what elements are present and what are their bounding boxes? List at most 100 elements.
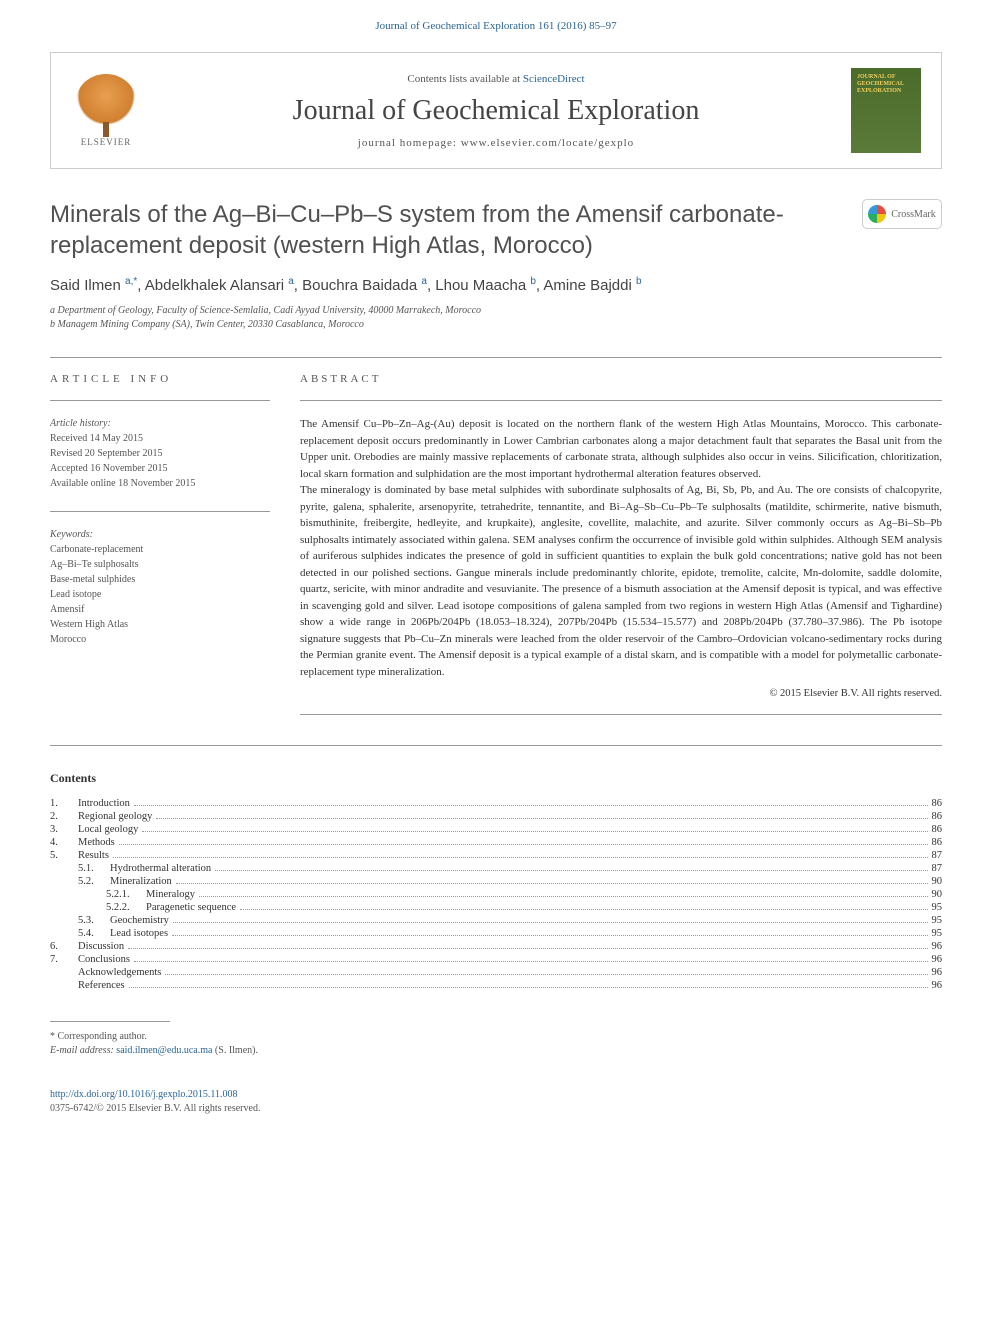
toc-number: 4. bbox=[50, 837, 78, 848]
email-suffix: (S. Ilmen). bbox=[212, 1045, 258, 1056]
toc-row[interactable]: 5.4.Lead isotopes 95 bbox=[50, 928, 942, 939]
article-title: Minerals of the Ag–Bi–Cu–Pb–S system fro… bbox=[50, 199, 942, 261]
affiliation-b: b Managem Mining Company (SA), Twin Cent… bbox=[50, 318, 942, 332]
history-revised: Revised 20 September 2015 bbox=[50, 446, 270, 461]
toc-dots bbox=[134, 805, 928, 806]
toc-number: 7. bbox=[50, 954, 78, 965]
toc-page: 95 bbox=[932, 902, 943, 913]
toc-row[interactable]: 4.Methods 86 bbox=[50, 837, 942, 848]
toc-number: 5.2. bbox=[78, 876, 110, 887]
toc-label: Hydrothermal alteration bbox=[110, 863, 211, 874]
toc-number: 1. bbox=[50, 798, 78, 809]
contents-available: Contents lists available at ScienceDirec… bbox=[141, 73, 851, 85]
toc-label: Conclusions bbox=[78, 954, 130, 965]
toc-dots bbox=[215, 870, 927, 871]
keyword: Base-metal sulphides bbox=[50, 572, 270, 587]
toc-page: 96 bbox=[932, 941, 943, 952]
toc-dots bbox=[129, 987, 928, 988]
keyword: Carbonate-replacement bbox=[50, 542, 270, 557]
toc-dots bbox=[142, 831, 927, 832]
toc-dots bbox=[113, 857, 928, 858]
keywords-label: Keywords: bbox=[50, 527, 270, 542]
toc-page: 95 bbox=[932, 915, 943, 926]
toc-row[interactable]: 2.Regional geology86 bbox=[50, 811, 942, 822]
toc-page: 96 bbox=[932, 980, 943, 991]
toc-row[interactable]: 5.3.Geochemistry95 bbox=[50, 915, 942, 926]
toc-dots bbox=[134, 961, 928, 962]
homepage-url[interactable]: www.elsevier.com/locate/gexplo bbox=[461, 137, 634, 149]
toc-dots bbox=[156, 818, 927, 819]
history-accepted: Accepted 16 November 2015 bbox=[50, 461, 270, 476]
journal-cover-thumb[interactable]: JOURNAL OF GEOCHEMICAL EXPLORATION bbox=[851, 68, 921, 153]
toc-label: Regional geology bbox=[78, 811, 152, 822]
toc-number: 6. bbox=[50, 941, 78, 952]
toc-label: Local geology bbox=[78, 824, 138, 835]
toc-label: Acknowledgements bbox=[78, 967, 161, 978]
elsevier-logo[interactable]: ELSEVIER bbox=[71, 71, 141, 151]
toc-dots bbox=[165, 974, 927, 975]
abstract-p2: The mineralogy is dominated by base meta… bbox=[300, 484, 942, 678]
toc-page: 87 bbox=[932, 850, 943, 861]
sciencedirect-link[interactable]: ScienceDirect bbox=[523, 73, 585, 85]
toc-number: 5.4. bbox=[78, 928, 110, 939]
toc-row[interactable]: Acknowledgements 96 bbox=[50, 967, 942, 978]
table-of-contents: 1.Introduction862.Regional geology863.Lo… bbox=[50, 798, 942, 991]
toc-page: 96 bbox=[932, 967, 943, 978]
toc-row[interactable]: 5.Results 87 bbox=[50, 850, 942, 861]
toc-number: 5.1. bbox=[78, 863, 110, 874]
toc-label: Lead isotopes bbox=[110, 928, 168, 939]
toc-label: Discussion bbox=[78, 941, 124, 952]
issn-copyright: 0375-6742/© 2015 Elsevier B.V. All right… bbox=[50, 1102, 942, 1116]
elsevier-tree-icon bbox=[76, 74, 136, 129]
abstract-p1: The Amensif Cu–Pb–Zn–Ag-(Au) deposit is … bbox=[300, 418, 942, 480]
corresponding-label: * Corresponding author. bbox=[50, 1030, 942, 1044]
toc-row[interactable]: 5.2.2.Paragenetic sequence95 bbox=[50, 902, 942, 913]
corresponding-email[interactable]: said.ilmen@edu.uca.ma bbox=[116, 1045, 212, 1056]
toc-row[interactable]: 5.1.Hydrothermal alteration87 bbox=[50, 863, 942, 874]
toc-label: Results bbox=[78, 850, 109, 861]
divider bbox=[50, 745, 942, 746]
email-label: E-mail address: bbox=[50, 1045, 116, 1056]
keyword: Western High Atlas bbox=[50, 617, 270, 632]
toc-label: Mineralization bbox=[110, 876, 172, 887]
toc-label: Methods bbox=[78, 837, 115, 848]
toc-dots bbox=[240, 909, 927, 910]
history-online: Available online 18 November 2015 bbox=[50, 476, 270, 491]
copyright-line: © 2015 Elsevier B.V. All rights reserved… bbox=[300, 688, 942, 699]
toc-row[interactable]: References96 bbox=[50, 980, 942, 991]
toc-row[interactable]: 5.2.1.Mineralogy90 bbox=[50, 889, 942, 900]
toc-dots bbox=[199, 896, 928, 897]
toc-label: Geochemistry bbox=[110, 915, 169, 926]
toc-number: 2. bbox=[50, 811, 78, 822]
toc-dots bbox=[176, 883, 928, 884]
toc-page: 86 bbox=[932, 798, 943, 809]
toc-row[interactable]: 3.Local geology 86 bbox=[50, 824, 942, 835]
affiliations: a Department of Geology, Faculty of Scie… bbox=[50, 304, 942, 332]
top-citation[interactable]: Journal of Geochemical Exploration 161 (… bbox=[50, 20, 942, 32]
toc-page: 86 bbox=[932, 837, 943, 848]
toc-page: 95 bbox=[932, 928, 943, 939]
keyword: Morocco bbox=[50, 632, 270, 647]
journal-homepage: journal homepage: www.elsevier.com/locat… bbox=[141, 137, 851, 149]
toc-page: 96 bbox=[932, 954, 943, 965]
divider bbox=[50, 511, 270, 512]
keyword: Lead isotope bbox=[50, 587, 270, 602]
toc-dots bbox=[128, 948, 927, 949]
crossmark-badge[interactable]: CrossMark bbox=[862, 199, 942, 229]
toc-row[interactable]: 7.Conclusions 96 bbox=[50, 954, 942, 965]
toc-dots bbox=[173, 922, 928, 923]
divider bbox=[300, 714, 942, 715]
doi-link[interactable]: http://dx.doi.org/10.1016/j.gexplo.2015.… bbox=[50, 1089, 238, 1100]
divider bbox=[50, 400, 270, 401]
toc-page: 90 bbox=[932, 876, 943, 887]
toc-row[interactable]: 6.Discussion 96 bbox=[50, 941, 942, 952]
publisher-name: ELSEVIER bbox=[81, 137, 132, 147]
toc-row[interactable]: 1.Introduction86 bbox=[50, 798, 942, 809]
toc-number: 5. bbox=[50, 850, 78, 861]
toc-number: 3. bbox=[50, 824, 78, 835]
toc-page: 86 bbox=[932, 824, 943, 835]
affiliation-a: a Department of Geology, Faculty of Scie… bbox=[50, 304, 942, 318]
toc-row[interactable]: 5.2.Mineralization 90 bbox=[50, 876, 942, 887]
toc-dots bbox=[172, 935, 927, 936]
article-info-heading: ARTICLE INFO bbox=[50, 373, 270, 385]
